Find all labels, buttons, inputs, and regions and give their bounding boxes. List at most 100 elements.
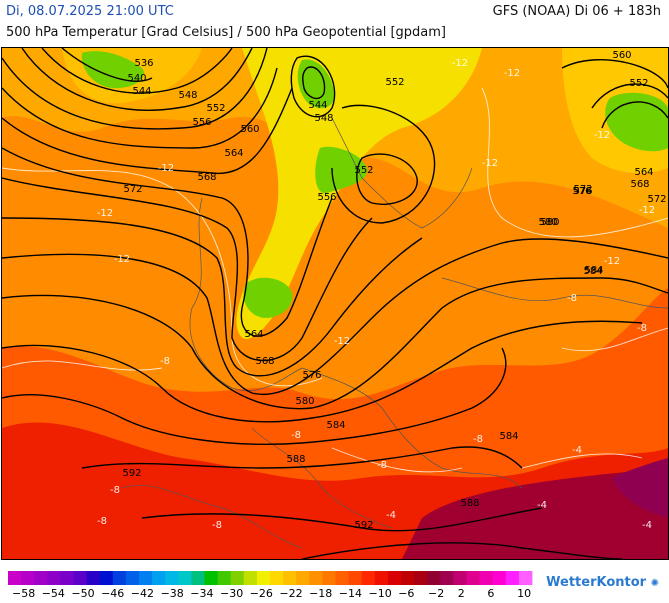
legend-tick-label: −50 [71,587,94,599]
contour-label: 548 [178,90,197,101]
legend-swatch [204,571,218,585]
contour-label: 580 [540,217,559,228]
legend-tick-label: −6 [398,587,414,599]
legend-swatch [21,571,35,585]
legend-swatch [505,571,520,585]
legend-tick-label: −58 [12,587,35,599]
temp-label: -12 [504,68,520,79]
contour-label: 556 [317,192,336,203]
legend-swatch [47,571,61,585]
contour-label: 552 [629,78,648,89]
color-legend: −58 −54 −50 −46 −42 −38 −34 −30 −26 −22 −18 −14 −10−… [8,571,533,603]
legend-swatch [414,571,428,585]
temp-label: -8 [291,430,301,441]
legend-swatch [178,571,192,585]
brand-name: WetterKontor [546,575,647,590]
temp-label: -8 [473,434,483,445]
legend-swatch [243,571,258,585]
legend-swatch [492,571,507,585]
temp-label: -8 [97,516,107,527]
contour-label: 560 [240,124,259,135]
contour-label: 576 [302,370,321,381]
legend-tick-label: 10 [517,587,531,599]
temp-label: -12 [158,163,174,174]
contour-label: 588 [286,454,305,465]
legend-swatch [152,571,166,585]
temp-label: -8 [567,293,577,304]
contour-label: 580 [295,396,314,407]
temp-label: -12 [114,254,130,265]
contour-label: 592 [354,520,373,531]
legend-swatch [518,571,533,585]
legend-tick-label: −18 [309,587,332,599]
legend-swatch [230,571,245,585]
temp-field-cold-core-ne [605,92,668,152]
contour-label: 580 [538,217,557,228]
temp-label: -4 [537,500,547,511]
legend-tick-label: −38 [161,587,184,599]
legend-tick-label: −34 [190,587,213,599]
contour-label: 544 [308,100,327,111]
legend-swatch [348,571,363,585]
legend-swatch [309,571,323,585]
temp-label: -8 [212,520,222,531]
temp-field-yellow-trough [236,48,482,339]
legend-swatch [191,571,205,585]
contour-label: 576 [573,186,592,197]
legend-tick-label: 6 [487,587,494,599]
legend-tick-label: −46 [101,587,124,599]
contour-label: 572 [123,184,142,195]
contour-label: 564 [224,148,243,159]
legend-tick-label: −42 [131,587,154,599]
contour-label: 552 [354,165,373,176]
legend-swatch [86,571,101,585]
contour-label: 568 [197,172,216,183]
legend-swatch [217,571,232,585]
temp-isolines [2,87,668,473]
geopotential-contours [2,48,668,559]
forecast-datetime: Di, 08.07.2025 21:00 UTC [6,4,174,19]
legend-swatch [60,571,74,585]
contour-label: 540 [127,73,146,84]
contour-label: 552 [385,77,404,88]
legend-swatch [374,571,389,585]
temp-labels: -12 -12 -12 -12 -12 -12 -12 -12 -12 -12 … [97,58,655,531]
weather-map: 536 540 544 548 552 556 560 564 568 572 … [1,47,669,560]
contour-label: 560 [612,50,631,61]
legend-swatch [270,571,284,585]
legend-swatch [125,571,140,585]
temp-label: -12 [482,158,498,169]
contour-label: 584 [499,431,518,442]
contour-label: 584 [583,266,602,277]
legend-swatch [283,571,297,585]
contour-label: 548 [314,113,333,124]
chart-title: 500 hPa Temperatur [Grad Celsius] / 500 … [6,25,447,40]
legend-swatch [401,571,415,585]
sun-icon: ✺ [650,578,659,589]
temp-field-cold-core-nw [81,51,144,89]
legend-swatch [335,571,349,585]
temp-field-cold-core-n [297,59,335,109]
temp-label: -12 [334,336,350,347]
legend-tick-label: −10 [369,587,392,599]
contour-label: 572 [573,184,592,195]
contour-label: 564 [244,329,263,340]
temp-label: -4 [572,445,582,456]
legend-swatch [256,571,271,585]
legend-tick-label: −30 [220,587,243,599]
legend-tick-label: −2 [428,587,444,599]
temp-label: -8 [160,356,170,367]
legend-swatch [165,571,179,585]
legend-swatch [440,571,454,585]
temp-label: -12 [594,130,610,141]
temp-label: -4 [642,520,652,531]
temp-label: -12 [452,58,468,69]
legend-swatch [387,571,402,585]
temp-field-hot-core [402,468,668,559]
legend-swatch [73,571,87,585]
legend-tick-label: −54 [42,587,65,599]
contour-label: 584 [326,420,345,431]
temp-label: -12 [604,256,620,267]
legend-swatch [479,571,494,585]
temp-field-hot-core-2 [612,458,668,518]
